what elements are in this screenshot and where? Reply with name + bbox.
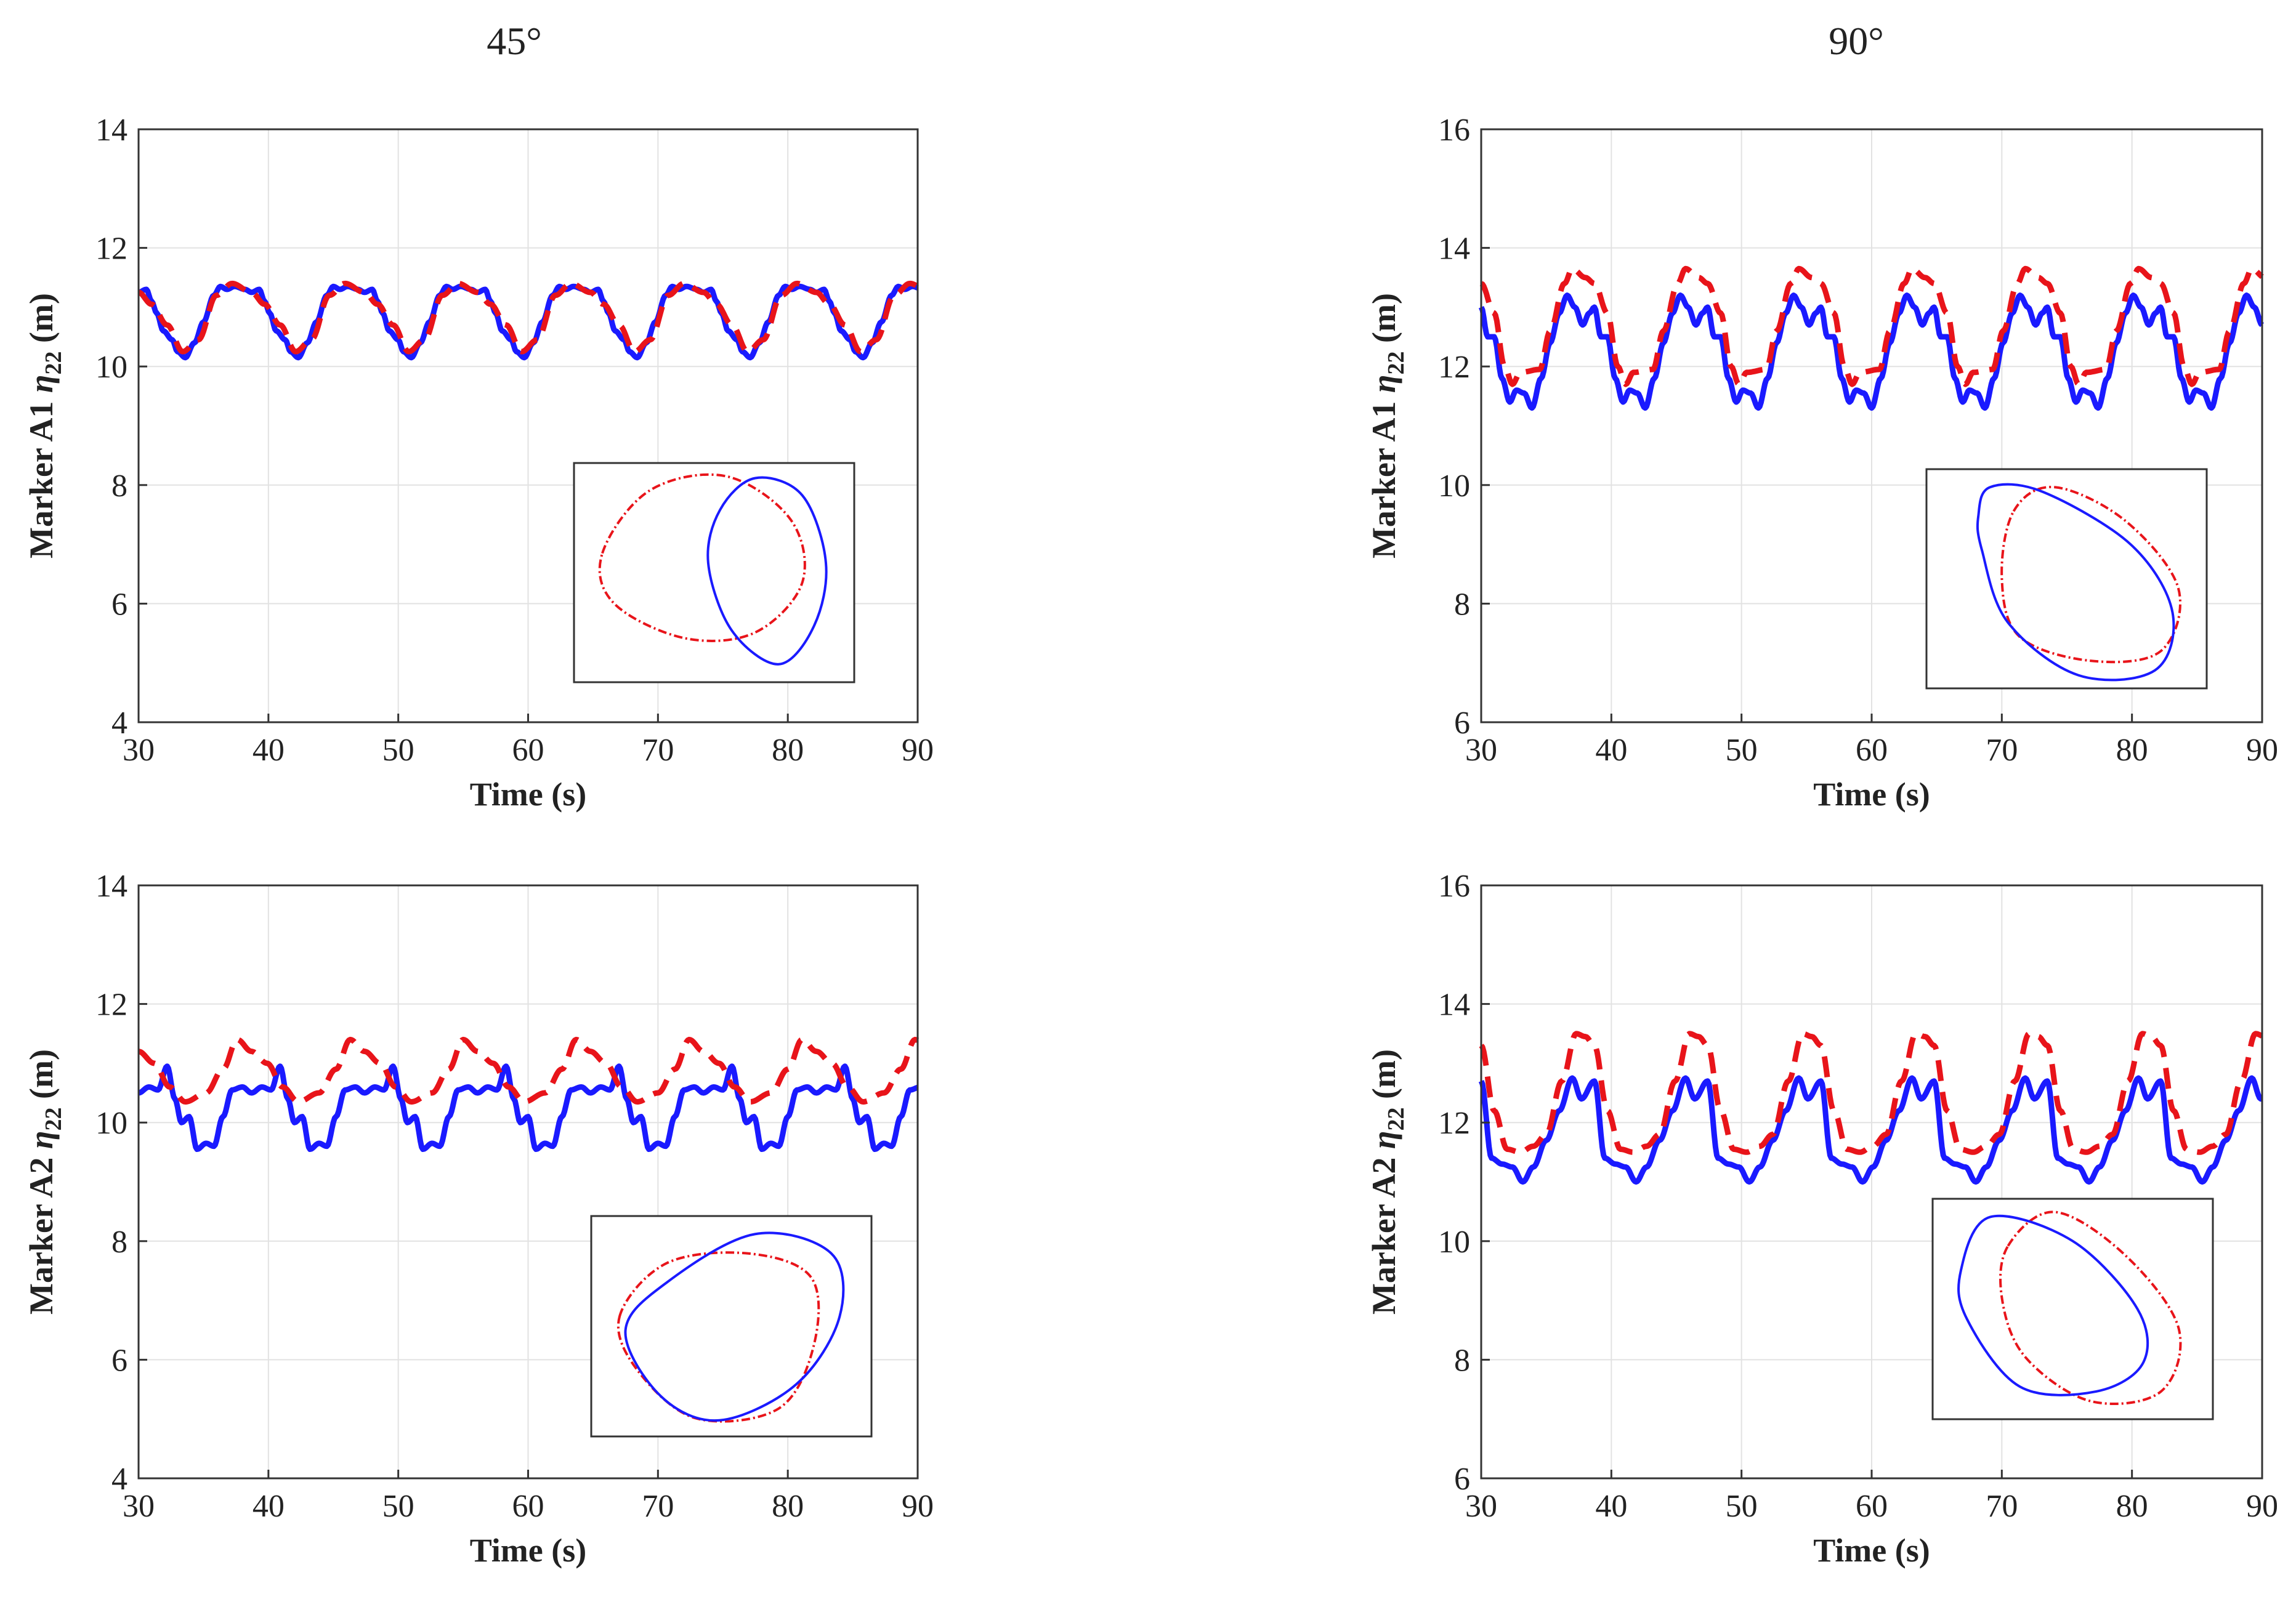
y-tick-label: 6	[1454, 706, 1470, 741]
inset-box	[590, 1215, 873, 1438]
y-tick-label: 10	[95, 350, 127, 385]
y-tick-label: 10	[95, 1106, 127, 1141]
x-axis-label: Time (s)	[470, 776, 586, 813]
panels: 30 40 50 60 70 80 90 4 6 8 10 12 14 Time (s) Marker A1…	[23, 113, 2278, 1569]
x-tick-label: 80	[772, 1489, 804, 1524]
y-tick-label: 10	[1438, 469, 1470, 504]
x-tick-label: 60	[512, 733, 544, 768]
x-tick-label: 90	[902, 733, 934, 768]
column-title-90: 90°	[1829, 19, 1884, 63]
series-line-red-dashed	[1479, 1031, 2264, 1155]
series-line-red-dashed	[1479, 265, 2264, 387]
y-tick-label: 8	[1454, 587, 1470, 622]
y-axis-label: Marker A1 η22 (m)	[23, 293, 67, 558]
x-tick-label: 40	[1595, 733, 1627, 768]
inset-box	[573, 462, 855, 683]
inset-orbit-blue	[624, 1231, 845, 1422]
y-axis-label: Marker A1 η22 (m)	[1365, 293, 1409, 558]
series-line-red-dashed	[137, 280, 920, 355]
inset-orbit-plot	[1925, 468, 2208, 690]
x-tick-label: 40	[253, 1489, 285, 1524]
inset-box	[1931, 1198, 2214, 1420]
x-tick-label: 50	[382, 733, 414, 768]
y-tick-label: 6	[111, 1343, 127, 1378]
column-title-45: 45°	[487, 19, 542, 63]
series-line-blue-solid	[1478, 1075, 2264, 1185]
x-tick-label: 80	[2116, 1489, 2148, 1524]
inset-orbit-red	[1999, 1210, 2182, 1405]
inset-orbit-blue	[1976, 483, 2175, 682]
x-tick-label: 90	[2246, 1489, 2278, 1524]
y-tick-label: 14	[95, 869, 127, 904]
y-axis-label: Marker A2 η22 (m)	[1365, 1049, 1409, 1315]
y-tick-label: 12	[1438, 350, 1470, 385]
x-tick-label: 70	[642, 1489, 674, 1524]
inset-orbit-blue	[706, 476, 828, 666]
y-tick-label: 6	[111, 587, 127, 622]
x-tick-label: 70	[1986, 733, 2018, 768]
x-axis-label: Time (s)	[1813, 776, 1930, 813]
y-tick-label: 8	[1454, 1343, 1470, 1378]
y-tick-label: 10	[1438, 1225, 1470, 1260]
inset-orbit-red	[598, 473, 806, 642]
x-tick-label: 30	[123, 1489, 155, 1524]
inset-orbit-plot	[1931, 1198, 2214, 1420]
x-tick-label: 70	[642, 733, 674, 768]
y-tick-label: 16	[1438, 869, 1470, 904]
x-tick-label: 90	[902, 1489, 934, 1524]
x-tick-label: 60	[1856, 1489, 1888, 1524]
y-tick-label: 4	[111, 1462, 127, 1497]
x-tick-label: 70	[1986, 1489, 2018, 1524]
x-tick-label: 30	[1465, 1489, 1497, 1524]
x-tick-label: 50	[1726, 733, 1758, 768]
y-tick-label: 14	[1438, 988, 1470, 1023]
x-tick-label: 30	[123, 733, 155, 768]
x-tick-label: 40	[1595, 1489, 1627, 1524]
series-line-blue-solid	[137, 1063, 920, 1152]
chart-panel-A2-45: 30 40 50 60 70 80 90 4 6 8 10 12 14 Time (s) Marker A2…	[23, 869, 934, 1569]
x-axis-label: Time (s)	[470, 1532, 586, 1569]
y-tick-label: 12	[1438, 1106, 1470, 1141]
inset-orbit-blue	[1957, 1214, 2149, 1396]
chart-panel-A2-90: 30 40 50 60 70 80 90 6 8 10 12 14 16 Time (s) Marker A…	[1365, 869, 2278, 1569]
inset-orbit-plot	[573, 462, 855, 683]
chart-panel-A1-90: 30 40 50 60 70 80 90 6 8 10 12 14 16 Time (s) Marker A…	[1365, 113, 2278, 813]
inset-orbit-red	[2000, 485, 2181, 664]
x-tick-label: 60	[1856, 733, 1888, 768]
x-tick-label: 60	[512, 1489, 544, 1524]
y-tick-label: 4	[111, 706, 127, 741]
y-tick-label: 8	[111, 469, 127, 504]
x-tick-label: 30	[1465, 733, 1497, 768]
y-tick-label: 16	[1438, 113, 1470, 148]
x-tick-label: 50	[382, 1489, 414, 1524]
chart-panel-A1-45: 30 40 50 60 70 80 90 4 6 8 10 12 14 Time (s) Marker A1…	[23, 113, 934, 813]
y-tick-label: 12	[95, 232, 127, 267]
x-tick-label: 40	[253, 733, 285, 768]
x-tick-label: 90	[2246, 733, 2278, 768]
x-tick-label: 80	[772, 733, 804, 768]
y-tick-label: 8	[111, 1225, 127, 1260]
y-tick-label: 14	[1438, 232, 1470, 267]
y-axis-label: Marker A2 η22 (m)	[23, 1049, 67, 1315]
x-axis-label: Time (s)	[1813, 1532, 1930, 1569]
y-tick-label: 14	[95, 113, 127, 148]
y-tick-label: 6	[1454, 1462, 1470, 1497]
x-tick-label: 50	[1726, 1489, 1758, 1524]
x-tick-label: 80	[2116, 733, 2148, 768]
series-line-blue-solid	[1478, 292, 2265, 411]
y-tick-label: 12	[95, 988, 127, 1023]
inset-orbit-plot	[590, 1215, 873, 1438]
series-line-red-dashed	[137, 1036, 920, 1105]
